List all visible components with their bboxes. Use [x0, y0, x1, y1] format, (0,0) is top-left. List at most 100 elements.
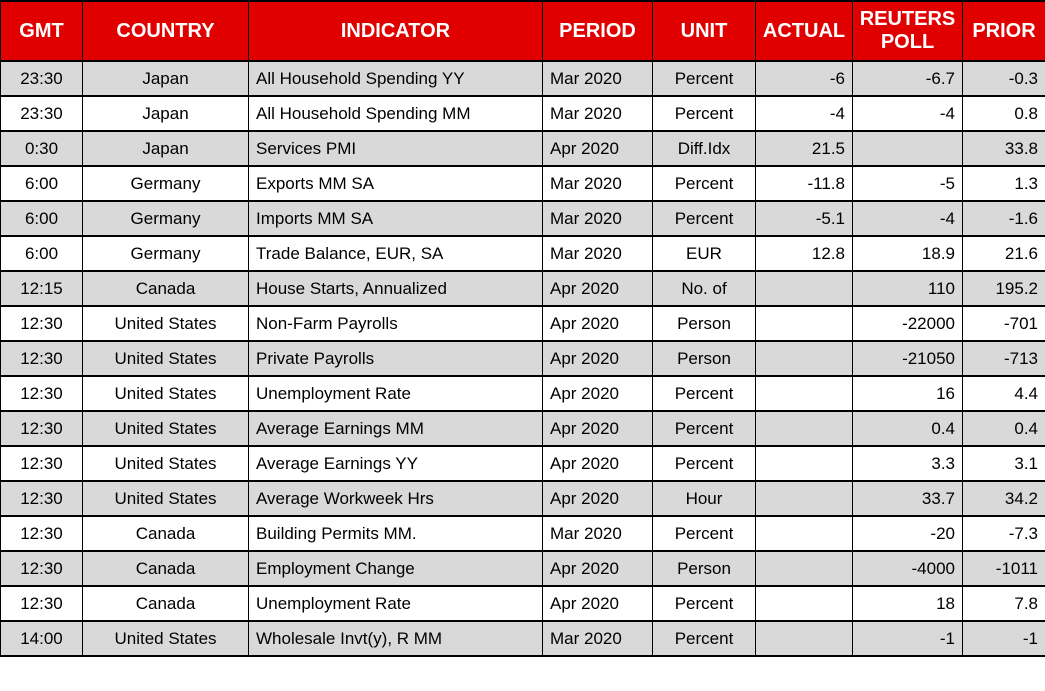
- cell-reuters_poll: -21050: [852, 340, 963, 377]
- cell-period: Mar 2020: [542, 235, 653, 272]
- cell-gmt: 23:30: [0, 60, 83, 97]
- cell-prior: -1.6: [962, 200, 1045, 237]
- cell-prior: -701: [962, 305, 1045, 342]
- cell-country: United States: [82, 305, 249, 342]
- cell-period: Apr 2020: [542, 340, 653, 377]
- cell-gmt: 6:00: [0, 200, 83, 237]
- table-row: 12:30 United States Average Earnings YY Apr…: [0, 445, 1045, 482]
- cell-reuters_poll: -4: [852, 200, 963, 237]
- cell-actual: [755, 480, 853, 517]
- cell-gmt: 14:00: [0, 620, 83, 657]
- cell-unit: Percent: [652, 620, 756, 657]
- column-header-period: PERIOD: [542, 0, 653, 62]
- cell-country: Germany: [82, 235, 249, 272]
- cell-country: Canada: [82, 585, 249, 622]
- cell-reuters_poll: 18: [852, 585, 963, 622]
- cell-gmt: 12:30: [0, 445, 83, 482]
- cell-country: Canada: [82, 550, 249, 587]
- cell-prior: 34.2: [962, 480, 1045, 517]
- cell-country: Japan: [82, 130, 249, 167]
- cell-indicator: Average Earnings MM: [248, 410, 543, 447]
- cell-indicator: Unemployment Rate: [248, 375, 543, 412]
- cell-country: Germany: [82, 165, 249, 202]
- table-row: 0:30 Japan Services PMI Apr 2020 Diff.Idx 21.…: [0, 130, 1045, 167]
- cell-period: Mar 2020: [542, 165, 653, 202]
- cell-unit: Percent: [652, 375, 756, 412]
- cell-period: Apr 2020: [542, 550, 653, 587]
- cell-country: United States: [82, 340, 249, 377]
- cell-gmt: 12:30: [0, 375, 83, 412]
- cell-actual: -4: [755, 95, 853, 132]
- cell-reuters_poll: 18.9: [852, 235, 963, 272]
- table-row: 12:30 Canada Unemployment Rate Apr 2020 Perc…: [0, 585, 1045, 622]
- cell-indicator: All Household Spending MM: [248, 95, 543, 132]
- table-row: 6:00 Germany Exports MM SA Mar 2020 Percent -…: [0, 165, 1045, 202]
- table-row: 12:30 United States Non-Farm Payrolls Apr 2…: [0, 305, 1045, 342]
- cell-period: Mar 2020: [542, 200, 653, 237]
- cell-reuters_poll: -4000: [852, 550, 963, 587]
- cell-reuters_poll: [852, 130, 963, 167]
- table-row: 12:30 Canada Building Permits MM. Mar 2020 P…: [0, 515, 1045, 552]
- cell-indicator: Average Earnings YY: [248, 445, 543, 482]
- cell-prior: 33.8: [962, 130, 1045, 167]
- cell-prior: 0.4: [962, 410, 1045, 447]
- cell-actual: [755, 445, 853, 482]
- cell-gmt: 12:30: [0, 410, 83, 447]
- table-header-row: GMT COUNTRY INDICATOR PERIOD UNIT ACTUAL REUTE…: [0, 0, 1045, 62]
- cell-gmt: 12:30: [0, 550, 83, 587]
- cell-period: Mar 2020: [542, 620, 653, 657]
- cell-unit: Person: [652, 550, 756, 587]
- cell-reuters_poll: -6.7: [852, 60, 963, 97]
- cell-prior: -1011: [962, 550, 1045, 587]
- table-head: GMT COUNTRY INDICATOR PERIOD UNIT ACTUAL REUTE…: [0, 0, 1045, 62]
- table-row: 12:30 United States Unemployment Rate Apr 2…: [0, 375, 1045, 412]
- cell-actual: -6: [755, 60, 853, 97]
- cell-gmt: 12:15: [0, 270, 83, 307]
- cell-gmt: 12:30: [0, 585, 83, 622]
- cell-reuters_poll: -20: [852, 515, 963, 552]
- cell-actual: [755, 585, 853, 622]
- cell-period: Apr 2020: [542, 270, 653, 307]
- cell-country: United States: [82, 375, 249, 412]
- cell-indicator: Wholesale Invt(y), R MM: [248, 620, 543, 657]
- cell-country: Germany: [82, 200, 249, 237]
- cell-indicator: Non-Farm Payrolls: [248, 305, 543, 342]
- cell-unit: Percent: [652, 165, 756, 202]
- cell-period: Mar 2020: [542, 95, 653, 132]
- cell-unit: Person: [652, 340, 756, 377]
- cell-actual: [755, 340, 853, 377]
- cell-gmt: 6:00: [0, 165, 83, 202]
- cell-period: Apr 2020: [542, 410, 653, 447]
- cell-prior: -713: [962, 340, 1045, 377]
- cell-country: Canada: [82, 515, 249, 552]
- table-row: 6:00 Germany Imports MM SA Mar 2020 Percent -…: [0, 200, 1045, 237]
- cell-period: Apr 2020: [542, 375, 653, 412]
- cell-prior: 4.4: [962, 375, 1045, 412]
- cell-gmt: 12:30: [0, 305, 83, 342]
- table-row: 23:30 Japan All Household Spending MM Mar 2…: [0, 95, 1045, 132]
- table-body: 23:30 Japan All Household Spending YY Mar 2…: [0, 60, 1045, 657]
- cell-prior: -7.3: [962, 515, 1045, 552]
- cell-unit: Percent: [652, 95, 756, 132]
- cell-prior: 1.3: [962, 165, 1045, 202]
- cell-period: Mar 2020: [542, 60, 653, 97]
- table-row: 23:30 Japan All Household Spending YY Mar 2…: [0, 60, 1045, 97]
- cell-country: Japan: [82, 95, 249, 132]
- cell-actual: [755, 305, 853, 342]
- economic-calendar-table: GMT COUNTRY INDICATOR PERIOD UNIT ACTUAL REUTE…: [0, 0, 1045, 657]
- cell-actual: [755, 375, 853, 412]
- cell-period: Apr 2020: [542, 305, 653, 342]
- column-header-country: COUNTRY: [82, 0, 249, 62]
- cell-reuters_poll: 0.4: [852, 410, 963, 447]
- table-row: 12:30 United States Private Payrolls Apr 20…: [0, 340, 1045, 377]
- cell-gmt: 23:30: [0, 95, 83, 132]
- cell-unit: EUR: [652, 235, 756, 272]
- cell-reuters_poll: 110: [852, 270, 963, 307]
- cell-period: Mar 2020: [542, 515, 653, 552]
- cell-prior: 0.8: [962, 95, 1045, 132]
- table-row: 6:00 Germany Trade Balance, EUR, SA Mar 202…: [0, 235, 1045, 272]
- cell-actual: 12.8: [755, 235, 853, 272]
- table-row: 12:30 United States Average Workweek Hrs Ap…: [0, 480, 1045, 517]
- cell-actual: [755, 270, 853, 307]
- cell-indicator: Private Payrolls: [248, 340, 543, 377]
